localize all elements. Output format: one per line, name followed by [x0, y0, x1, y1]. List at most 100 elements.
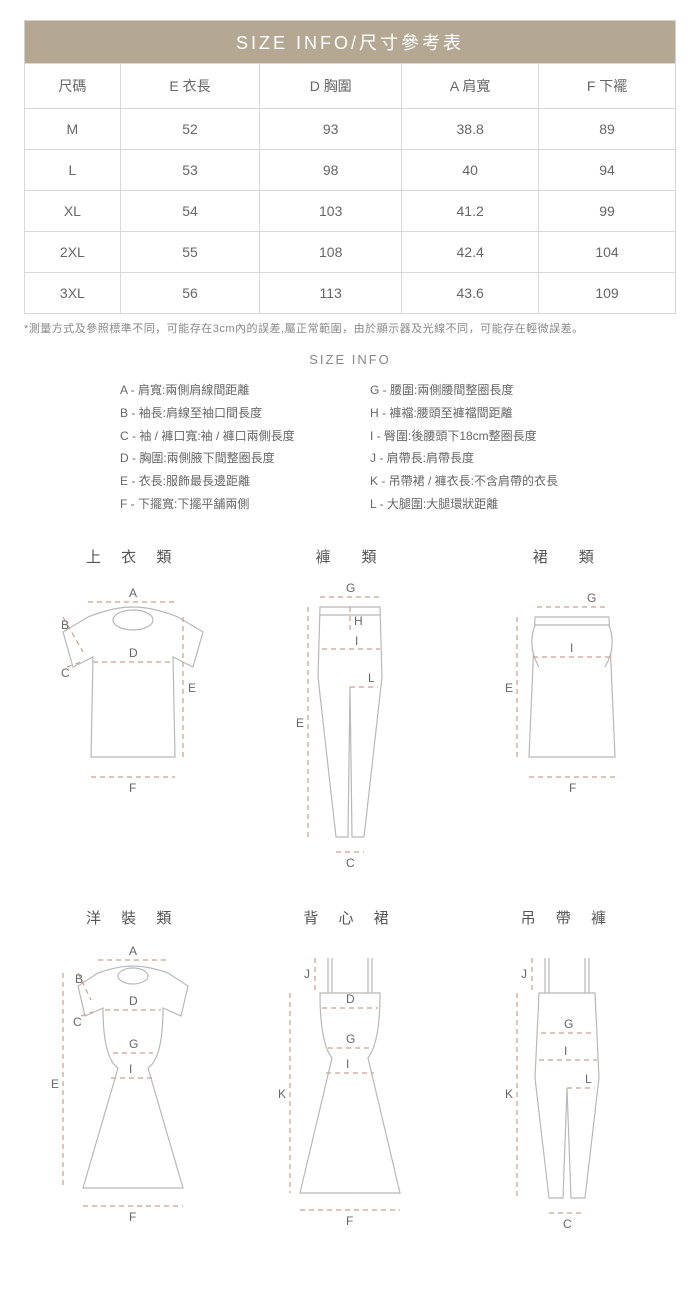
table-cell: 103	[260, 191, 402, 232]
legend-item: J - 肩帶長:肩帶長度	[370, 447, 580, 470]
garment-row-1: 上 衣 類 A B C D E F 褲 類	[24, 546, 676, 877]
legend-item: B - 袖長:肩線至袖口間長度	[120, 402, 330, 425]
svg-text:F: F	[129, 781, 136, 795]
garment-pants-title: 褲 類	[245, 546, 455, 567]
table-header-row: 尺碼 E 衣長 D 胸圍 A 肩寬 F 下襬	[25, 64, 676, 109]
table-cell: 99	[539, 191, 676, 232]
svg-text:B: B	[61, 618, 69, 632]
svg-text:A: A	[129, 586, 137, 600]
garment-pants: 褲 類 G H I L E C	[245, 546, 455, 877]
dress-diagram: A B C D G I E F	[33, 938, 233, 1238]
svg-text:G: G	[587, 591, 596, 605]
size-table: 尺碼 E 衣長 D 胸圍 A 肩寬 F 下襬 M529338.889L53984…	[24, 63, 676, 314]
garment-pinafore-title: 背 心 裙	[245, 907, 455, 928]
legend-item: L - 大腿圍:大腿環狀距離	[370, 493, 580, 516]
svg-text:D: D	[129, 994, 138, 1008]
svg-text:L: L	[368, 671, 375, 685]
svg-text:I: I	[346, 1057, 349, 1071]
table-title: SIZE INFO/尺寸參考表	[24, 20, 676, 63]
measurement-note: *測量方式及參照標準不同，可能存在3cm內的誤差,屬正常範圍，由於顯示器及光線不…	[24, 320, 676, 336]
table-cell: L	[25, 150, 121, 191]
svg-text:B: B	[75, 972, 83, 986]
table-cell: 42.4	[402, 232, 539, 273]
col-size: 尺碼	[25, 64, 121, 109]
table-cell: 109	[539, 273, 676, 314]
table-cell: 41.2	[402, 191, 539, 232]
table-cell: 3XL	[25, 273, 121, 314]
table-row: 2XL5510842.4104	[25, 232, 676, 273]
svg-text:I: I	[570, 641, 573, 655]
col-a: A 肩寬	[402, 64, 539, 109]
svg-text:F: F	[569, 781, 576, 795]
garment-top: 上 衣 類 A B C D E F	[28, 546, 238, 877]
svg-text:G: G	[129, 1037, 138, 1051]
svg-text:C: C	[346, 856, 355, 870]
garment-top-title: 上 衣 類	[28, 546, 238, 567]
svg-text:G: G	[346, 1032, 355, 1046]
overalls-diagram: J G I L K C	[467, 938, 667, 1238]
svg-text:D: D	[346, 992, 355, 1006]
svg-text:L: L	[585, 1072, 592, 1086]
legend-right-column: G - 腰圍:兩側腰間整圈長度H - 褲襠:腰頭至褲襠間距離I - 臀圍:後腰頭…	[370, 379, 580, 516]
svg-text:E: E	[51, 1077, 59, 1091]
legend-item: G - 腰圍:兩側腰間整圈長度	[370, 379, 580, 402]
legend-item: K - 吊帶裙 / 褲衣長:不含肩帶的衣長	[370, 470, 580, 493]
garment-skirt-title: 裙 類	[462, 546, 672, 567]
pants-diagram: G H I L E C	[260, 577, 440, 877]
legend-item: F - 下擺寬:下擺平舖兩側	[120, 493, 330, 516]
garment-overalls-title: 吊 帶 褲	[462, 907, 672, 928]
table-cell: 38.8	[402, 109, 539, 150]
legend-item: H - 褲襠:腰頭至褲襠間距離	[370, 402, 580, 425]
table-cell: 43.6	[402, 273, 539, 314]
svg-text:I: I	[564, 1044, 567, 1058]
svg-text:H: H	[354, 614, 363, 628]
svg-text:C: C	[61, 666, 70, 680]
table-cell: XL	[25, 191, 121, 232]
table-row: XL5410341.299	[25, 191, 676, 232]
legend-item: C - 袖 / 褲口寬:袖 / 褲口兩側長度	[120, 425, 330, 448]
col-e: E 衣長	[120, 64, 259, 109]
table-row: L53984094	[25, 150, 676, 191]
table-cell: 93	[260, 109, 402, 150]
svg-text:C: C	[73, 1015, 82, 1029]
svg-text:G: G	[564, 1017, 573, 1031]
svg-text:F: F	[346, 1214, 353, 1228]
svg-text:A: A	[129, 944, 137, 958]
table-cell: 56	[120, 273, 259, 314]
table-cell: 53	[120, 150, 259, 191]
top-diagram: A B C D E F	[33, 577, 233, 857]
svg-text:J: J	[521, 967, 527, 981]
col-f: F 下襬	[539, 64, 676, 109]
svg-text:G: G	[346, 581, 355, 595]
svg-text:E: E	[505, 681, 513, 695]
svg-text:I: I	[129, 1062, 132, 1076]
table-cell: 108	[260, 232, 402, 273]
table-cell: 89	[539, 109, 676, 150]
svg-text:E: E	[296, 716, 304, 730]
table-row: M529338.889	[25, 109, 676, 150]
legend-item: I - 臀圍:後腰頭下18cm整圈長度	[370, 425, 580, 448]
garment-skirt: 裙 類 G I E F	[462, 546, 672, 877]
table-cell: 54	[120, 191, 259, 232]
table-cell: 55	[120, 232, 259, 273]
svg-text:E: E	[188, 681, 196, 695]
table-cell: 94	[539, 150, 676, 191]
size-info-subtitle: SIZE INFO	[24, 352, 676, 367]
garment-pinafore: 背 心 裙 J D G I K F	[245, 907, 455, 1238]
svg-text:D: D	[129, 646, 138, 660]
garment-row-2: 洋 裝 類 A B C D G I E F	[24, 907, 676, 1238]
legend-item: D - 胸圍:兩側腋下間整圈長度	[120, 447, 330, 470]
table-cell: 2XL	[25, 232, 121, 273]
table-cell: M	[25, 109, 121, 150]
legend-item: A - 肩寬:兩側肩線間距離	[120, 379, 330, 402]
table-cell: 52	[120, 109, 259, 150]
svg-text:F: F	[129, 1210, 136, 1224]
garment-dress-title: 洋 裝 類	[28, 907, 238, 928]
table-cell: 40	[402, 150, 539, 191]
table-cell: 104	[539, 232, 676, 273]
garment-dress: 洋 裝 類 A B C D G I E F	[28, 907, 238, 1238]
svg-text:K: K	[505, 1087, 513, 1101]
legend-item: E - 衣長:服飾最長邊距離	[120, 470, 330, 493]
table-row: 3XL5611343.6109	[25, 273, 676, 314]
table-cell: 113	[260, 273, 402, 314]
